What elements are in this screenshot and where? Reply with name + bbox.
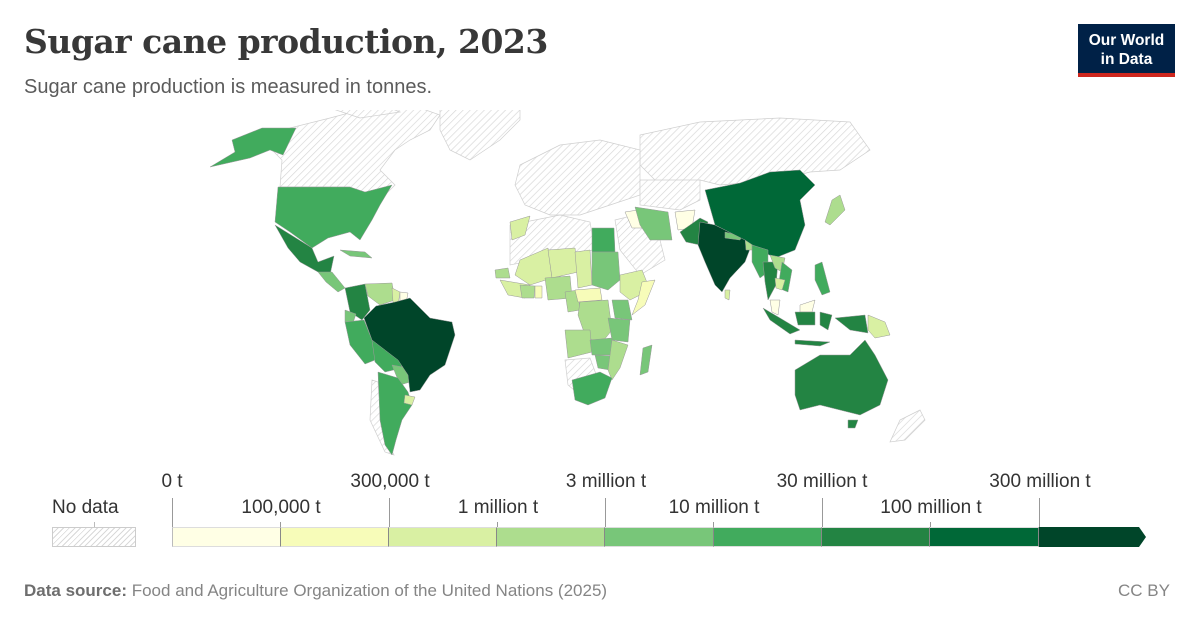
- region-tanzania[interactable]: [607, 317, 631, 343]
- region-angola[interactable]: [564, 329, 593, 359]
- region-argentina[interactable]: [377, 371, 413, 456]
- legend-tick: [930, 522, 931, 528]
- legend-tick: [497, 522, 498, 528]
- legend-bin-7[interactable]: [930, 527, 1039, 547]
- region-chile[interactable]: [369, 379, 395, 456]
- region-madagascar[interactable]: [639, 344, 653, 376]
- chart-title: Sugar cane production, 2023: [24, 22, 548, 61]
- legend-label-1m: 1 million t: [457, 497, 539, 518]
- region-ghana[interactable]: [534, 285, 543, 299]
- legend-bin-1[interactable]: [281, 527, 389, 547]
- region-greenland[interactable]: [439, 110, 521, 161]
- logo-line-2: in Data: [1100, 51, 1153, 68]
- region-south-africa[interactable]: [571, 371, 613, 406]
- legend-label-300m: 300 million t: [989, 471, 1091, 492]
- legend-label-10m: 10 million t: [668, 497, 760, 518]
- region-cambodia[interactable]: [774, 277, 786, 291]
- region-niger[interactable]: [547, 247, 579, 279]
- region-chad[interactable]: [574, 249, 593, 289]
- legend-bin-6[interactable]: [822, 527, 930, 547]
- region-new-zealand[interactable]: [889, 409, 926, 443]
- region-central-asia[interactable]: [639, 179, 701, 211]
- region-somalia[interactable]: [631, 279, 656, 316]
- region-indonesia[interactable]: [762, 307, 869, 347]
- legend-bin-4[interactable]: [605, 527, 714, 547]
- region-australia[interactable]: [794, 339, 889, 429]
- legend-label-0t: 0 t: [161, 471, 183, 492]
- legend-tick: [713, 522, 714, 528]
- legend-bin-3[interactable]: [497, 527, 605, 547]
- license-link[interactable]: CC BY: [1118, 581, 1170, 600]
- region-colombia[interactable]: [344, 283, 371, 321]
- data-source: Data source: Food and Agriculture Organi…: [24, 581, 607, 601]
- legend-no-data-tick: [94, 522, 95, 530]
- chart-subtitle: Sugar cane production is measured in ton…: [24, 76, 433, 98]
- region-canada[interactable]: [271, 110, 441, 196]
- legend-tick: [172, 498, 173, 528]
- legend-bin-0[interactable]: [172, 527, 281, 547]
- legend-tick: [822, 498, 823, 528]
- legend: No data 0 t 300,000 t 3 million t 30 mil…: [0, 460, 1200, 560]
- region-united-states[interactable]: [274, 184, 393, 249]
- region-cote-divoire[interactable]: [519, 284, 536, 299]
- region-brazil[interactable]: [363, 297, 456, 393]
- region-arctic-islands[interactable]: [330, 110, 402, 119]
- region-morocco[interactable]: [509, 215, 531, 241]
- legend-bin-2[interactable]: [389, 527, 497, 547]
- region-central-america[interactable]: [317, 271, 346, 293]
- region-iran[interactable]: [634, 206, 673, 241]
- region-europe[interactable]: [514, 139, 641, 216]
- region-philippines[interactable]: [814, 261, 831, 296]
- legend-label-3m: 3 million t: [565, 471, 647, 492]
- region-china[interactable]: [704, 169, 816, 259]
- legend-label-30m: 30 million t: [776, 471, 868, 492]
- region-japan[interactable]: [824, 194, 846, 226]
- logo-line-1: Our World: [1088, 32, 1165, 49]
- region-papua-new-guinea[interactable]: [867, 314, 891, 339]
- data-source-label: Data source:: [24, 581, 127, 600]
- region-kenya[interactable]: [611, 299, 633, 321]
- data-source-text[interactable]: Food and Agriculture Organization of the…: [131, 581, 608, 600]
- legend-tick: [389, 498, 390, 528]
- region-sri-lanka[interactable]: [724, 289, 731, 301]
- region-mozambique[interactable]: [607, 339, 629, 381]
- region-egypt[interactable]: [591, 227, 616, 253]
- legend-bin-5[interactable]: [714, 527, 822, 547]
- region-alaska[interactable]: [209, 127, 297, 168]
- legend-no-data-swatch[interactable]: [52, 527, 136, 547]
- region-sudan[interactable]: [591, 251, 621, 291]
- region-venezuela[interactable]: [364, 282, 396, 306]
- region-russia[interactable]: [639, 117, 871, 186]
- legend-bin-8-arrow[interactable]: [1039, 527, 1149, 547]
- region-uruguay[interactable]: [403, 394, 416, 406]
- legend-tick: [280, 522, 281, 528]
- legend-tick: [605, 498, 606, 528]
- legend-label-100m: 100 million t: [880, 497, 982, 518]
- owid-logo[interactable]: Our World in Data: [1078, 24, 1175, 77]
- region-senegal[interactable]: [494, 267, 511, 279]
- region-car[interactable]: [574, 287, 603, 303]
- region-zambia[interactable]: [589, 337, 613, 356]
- legend-label-300k: 300,000 t: [350, 471, 430, 492]
- region-mali[interactable]: [514, 247, 553, 286]
- legend-label-100k: 100,000 t: [241, 497, 321, 518]
- region-cuba[interactable]: [339, 249, 373, 259]
- world-map[interactable]: [0, 110, 1200, 460]
- legend-no-data-label: No data: [52, 497, 119, 518]
- legend-tick: [1039, 498, 1040, 528]
